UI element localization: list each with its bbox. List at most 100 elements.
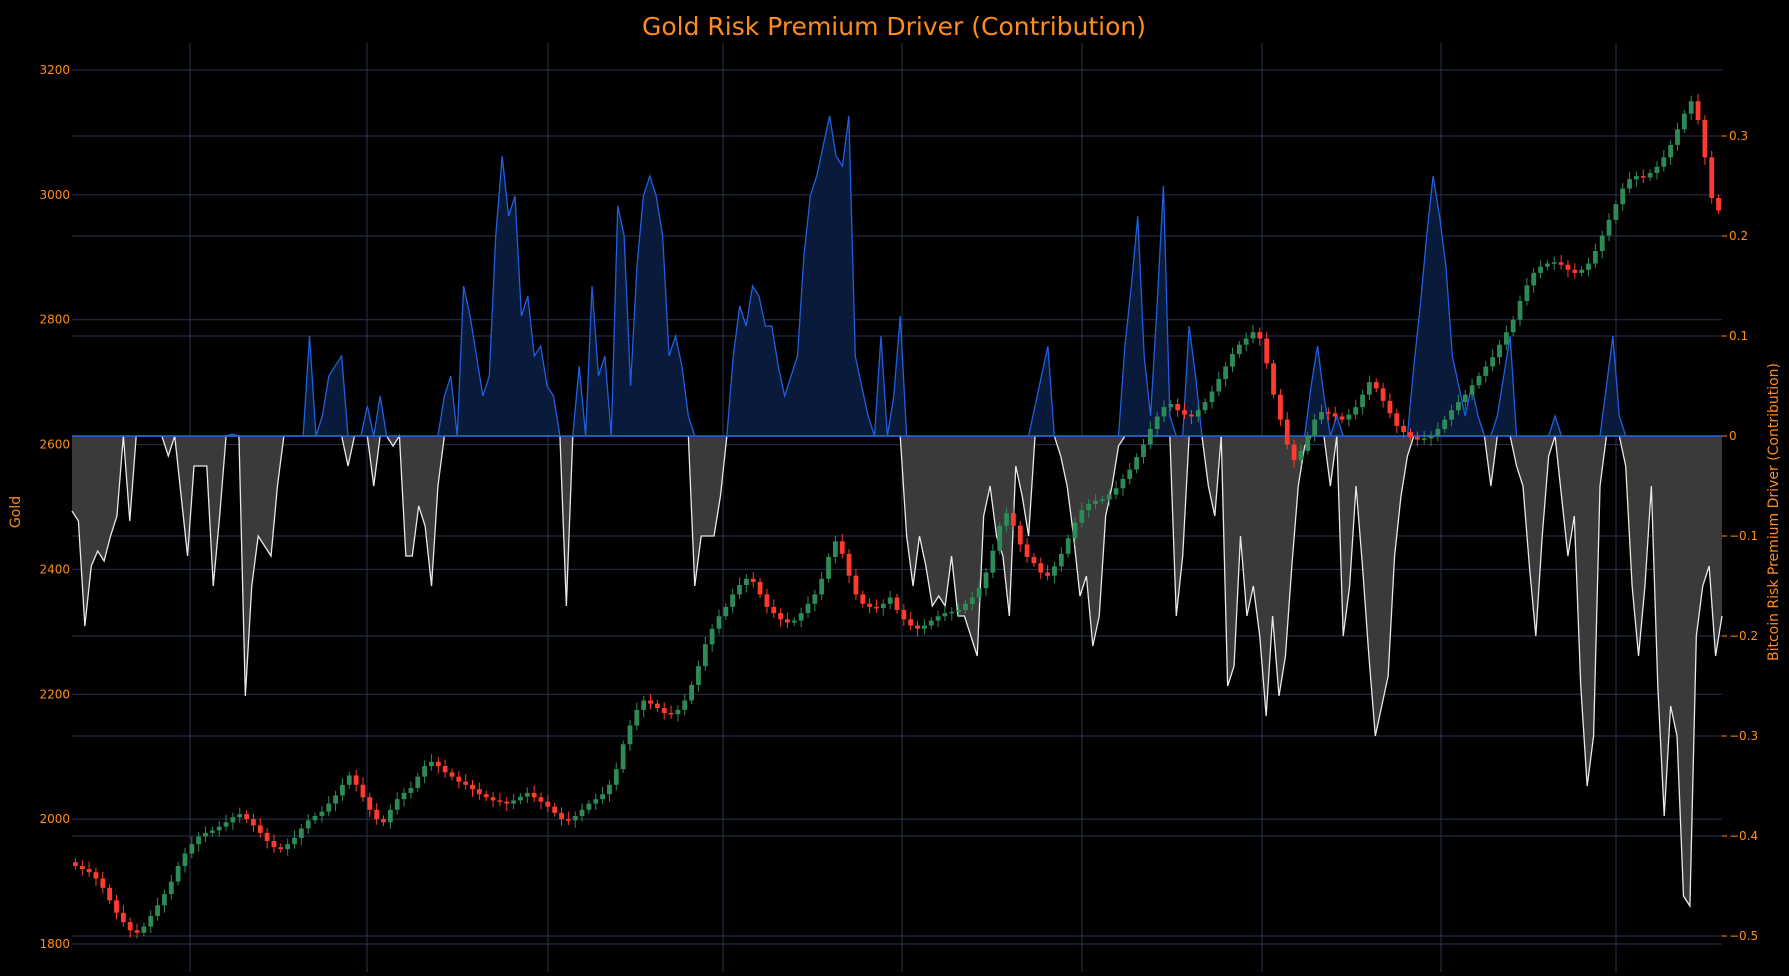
candle-body [1414,437,1420,440]
grid [72,43,1722,972]
candle-body [853,575,859,595]
y-tick-right: −0.4 [1729,829,1758,843]
candle-body [1065,538,1071,554]
candle-body [73,862,78,866]
candle-body [114,900,119,913]
candle-body [764,594,770,607]
candle-body [785,619,790,623]
y-axis-right-ticks: −0.5 −0.4 −0.3 −0.2 −0.1 0 0.1 0.2 0.3 [1722,129,1758,943]
candle-body [1093,500,1098,504]
candle-body [1394,413,1400,426]
candle-body [216,826,222,831]
contribution-area [71,115,1723,909]
candle-body [189,844,195,854]
candle-body [387,809,393,823]
candle-body [812,594,818,604]
candle-body [839,541,845,554]
candle-body [1291,444,1297,461]
candle-body [538,797,544,802]
candle-body [1565,264,1571,270]
candle-body [1127,469,1133,479]
candle-body [1387,400,1393,414]
y-tick-right: 0.3 [1729,129,1748,143]
candle-body [600,794,605,800]
candle-body [1551,262,1557,264]
candle-body [251,819,256,826]
candle-body [874,606,879,609]
y-tick-right: −0.5 [1729,929,1758,943]
candle-body [1572,269,1578,273]
candle-body [1695,101,1701,120]
candle-body [990,550,996,573]
candle-body [271,840,277,848]
candle-body [1278,394,1283,420]
y-axis-left-label: Gold [8,496,24,528]
candle-body [1332,413,1338,417]
candle-body [531,792,537,798]
candle-body [593,799,599,804]
candle-body [127,922,133,931]
candle-body [415,776,421,788]
candle-body [1052,566,1057,576]
candle-body [107,887,113,901]
candle-body [1175,403,1181,411]
y-tick-left: 2400 [39,562,70,576]
candle-body [1380,388,1386,401]
candle-body [565,819,571,821]
candle-body [1702,119,1708,158]
candle-body [613,769,619,785]
candle-body [661,708,667,714]
candle-body [1517,300,1523,320]
candle-body [1216,379,1222,392]
candle-body [203,832,208,837]
candle-body [846,553,852,576]
candle-body [237,814,243,818]
candle-body [956,610,962,612]
candle-body [1367,382,1372,395]
y-tick-right: 0.2 [1729,229,1748,243]
candle-body [1531,272,1537,286]
candle-body [1490,357,1496,367]
candle-body [1654,166,1660,174]
candle-body [285,844,291,850]
candle-body [1469,385,1475,395]
candle-body [1681,113,1687,130]
candle-body [1195,410,1201,417]
candle-body [1161,407,1167,417]
candle-body [860,594,866,604]
candle-body [490,797,496,801]
candle-body [545,801,551,807]
candle-body [750,578,756,582]
candle-body [1634,176,1639,180]
candle-body [1373,382,1379,389]
candle-body [579,809,585,817]
candle-body [1141,444,1146,458]
candle-body [209,830,215,833]
candle-body [1545,263,1550,267]
candle-body [148,915,154,927]
candle-body [928,620,934,626]
positive-area-line [72,115,1722,437]
candle-body [867,603,873,607]
candle-body [1503,332,1509,345]
candle-body [1072,522,1078,539]
candle-body [408,787,414,793]
candle-body [743,578,749,586]
candle-body [1688,101,1694,114]
candle-body [162,894,167,906]
candle-body [1524,285,1530,301]
candle-body [100,878,106,888]
candle-body [1627,179,1632,189]
candle-body [1079,510,1085,523]
candle-body [880,603,886,609]
candle-body [360,784,366,798]
candle-body [511,800,516,804]
candle-body [141,926,147,933]
candle-body [518,796,523,801]
candle-body [1449,410,1454,420]
candle-body [1353,407,1359,415]
candle-body [168,881,174,895]
candle-body [346,775,352,785]
candle-body [230,817,236,823]
candle-body [1360,394,1365,408]
